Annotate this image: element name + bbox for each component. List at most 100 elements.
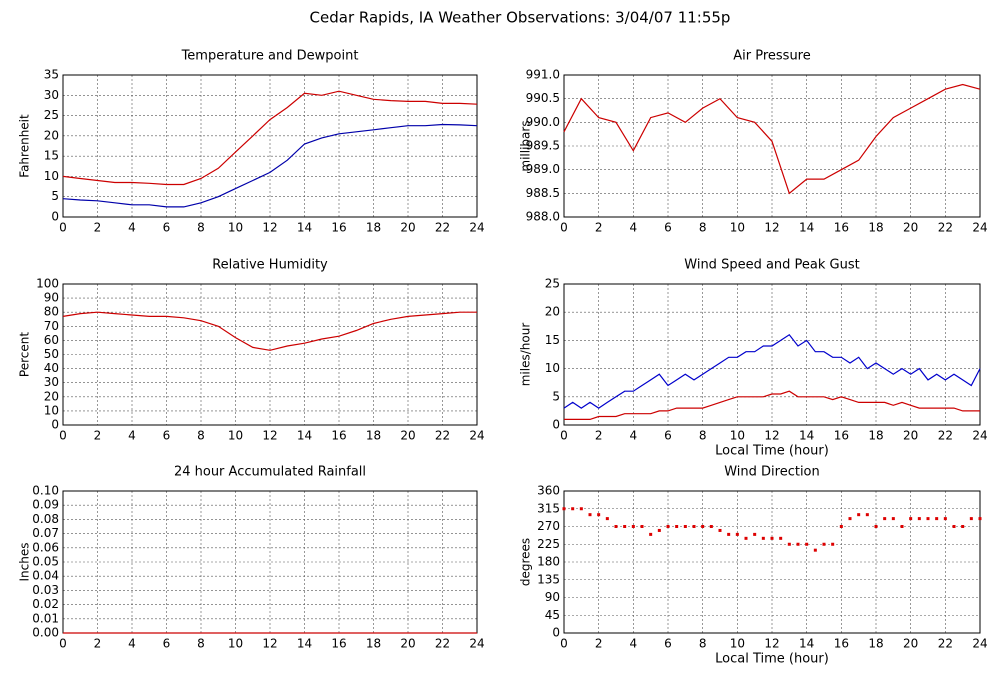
x-tick-label: 2 [94,429,102,443]
x-tick-label: 6 [664,429,672,443]
data-point [675,525,679,528]
x-tick-label: 4 [128,221,136,235]
data-point [735,532,739,536]
x-tick-label: 2 [595,429,603,443]
x-tick-label: 12 [262,221,277,235]
x-tick-label: 14 [297,429,312,443]
x-tick-label: 24 [972,221,987,235]
y-tick-label: 0.09 [32,498,59,512]
data-point [579,507,583,511]
x-tick-label: 24 [469,221,484,235]
x-tick-label: 14 [799,429,814,443]
x-tick-label: 0 [59,221,67,235]
data-point [718,528,722,532]
x-tick-label: 10 [730,221,745,235]
data-point [605,517,609,521]
y-axis-label: millibars [519,120,533,171]
y-tick-label: 60 [44,333,59,347]
data-point [727,532,731,536]
chart-title: Wind Direction [724,465,820,480]
x-tick-label: 0 [560,221,568,235]
plot-frame [563,283,981,426]
data-point [640,525,644,528]
y-tick-label: 0.01 [32,611,59,625]
plot-frame [563,74,981,218]
y-tick-label: 135 [537,572,560,586]
y-tick-label: 100 [36,277,59,291]
x-tick-label: 14 [799,221,814,235]
y-tick-label: 90 [44,291,59,305]
x-tick-label: 16 [834,637,849,651]
y-tick-label: 20 [44,389,59,403]
data-line [62,311,477,351]
y-tick-label: 180 [537,555,560,569]
y-tick-label: 20 [44,128,59,142]
x-tick-label: 8 [197,221,205,235]
x-tick-label: 12 [262,429,277,443]
data-point [562,507,566,511]
data-point [709,525,713,528]
x-tick-label: 16 [331,221,346,235]
x-tick-label: 14 [297,637,312,651]
plot-frame [62,283,478,426]
data-point [805,542,809,546]
y-tick-label: 988.5 [526,186,560,200]
y-tick-label: 991.0 [526,68,560,82]
x-tick-label: 20 [903,637,918,651]
data-point [683,525,687,528]
y-tick-label: 0.08 [32,512,59,526]
x-tick-label: 14 [799,637,814,651]
x-tick-label: 22 [938,429,953,443]
data-point [657,528,661,532]
plot-frame [563,490,981,634]
y-tick-label: 0 [51,210,59,224]
y-axis-label: Fahrenheit [18,114,32,178]
data-point [865,513,869,517]
data-point [614,525,618,528]
y-tick-label: 80 [44,305,59,319]
x-tick-label: 22 [435,637,450,651]
x-tick-label: 8 [699,429,707,443]
data-point [969,517,973,521]
chart-title: Air Pressure [733,49,811,64]
x-tick-label: 18 [868,221,883,235]
x-tick-label: 16 [331,637,346,651]
y-tick-label: 0.03 [32,583,59,597]
x-tick-label: 6 [163,429,171,443]
y-tick-label: 50 [44,347,59,361]
y-tick-label: 25 [545,277,560,291]
data-point [935,517,939,521]
data-point [770,536,774,540]
data-point [666,525,670,528]
y-tick-label: 0.00 [32,626,59,640]
y-tick-label: 10 [44,169,59,183]
x-tick-label: 0 [59,429,67,443]
x-tick-label: 6 [664,221,672,235]
data-line [563,333,981,409]
x-tick-label: 16 [834,221,849,235]
chart-panel: Air Pressure 988.0 988.5 989.0 989.5 990.0 990… [519,49,988,235]
y-tick-label: 0.07 [32,526,59,540]
data-point [588,513,592,517]
y-axis-label: miles/hour [519,323,533,387]
x-tick-label: 20 [400,429,415,443]
data-point [597,513,601,517]
data-point [874,525,878,528]
x-tick-label: 2 [595,637,603,651]
data-point [571,507,575,511]
data-point [978,517,982,521]
y-tick-label: 15 [44,149,59,163]
y-tick-label: 70 [44,319,59,333]
x-tick-label: 0 [59,637,67,651]
y-tick-label: 990.0 [526,115,560,129]
x-tick-label: 10 [730,429,745,443]
data-point [943,517,947,521]
y-tick-label: 30 [44,375,59,389]
x-tick-label: 12 [764,637,779,651]
x-tick-label: 8 [699,221,707,235]
chart-title: Wind Speed and Peak Gust [684,258,859,273]
page-title: Cedar Rapids, IA Weather Observations: 3… [310,9,731,27]
